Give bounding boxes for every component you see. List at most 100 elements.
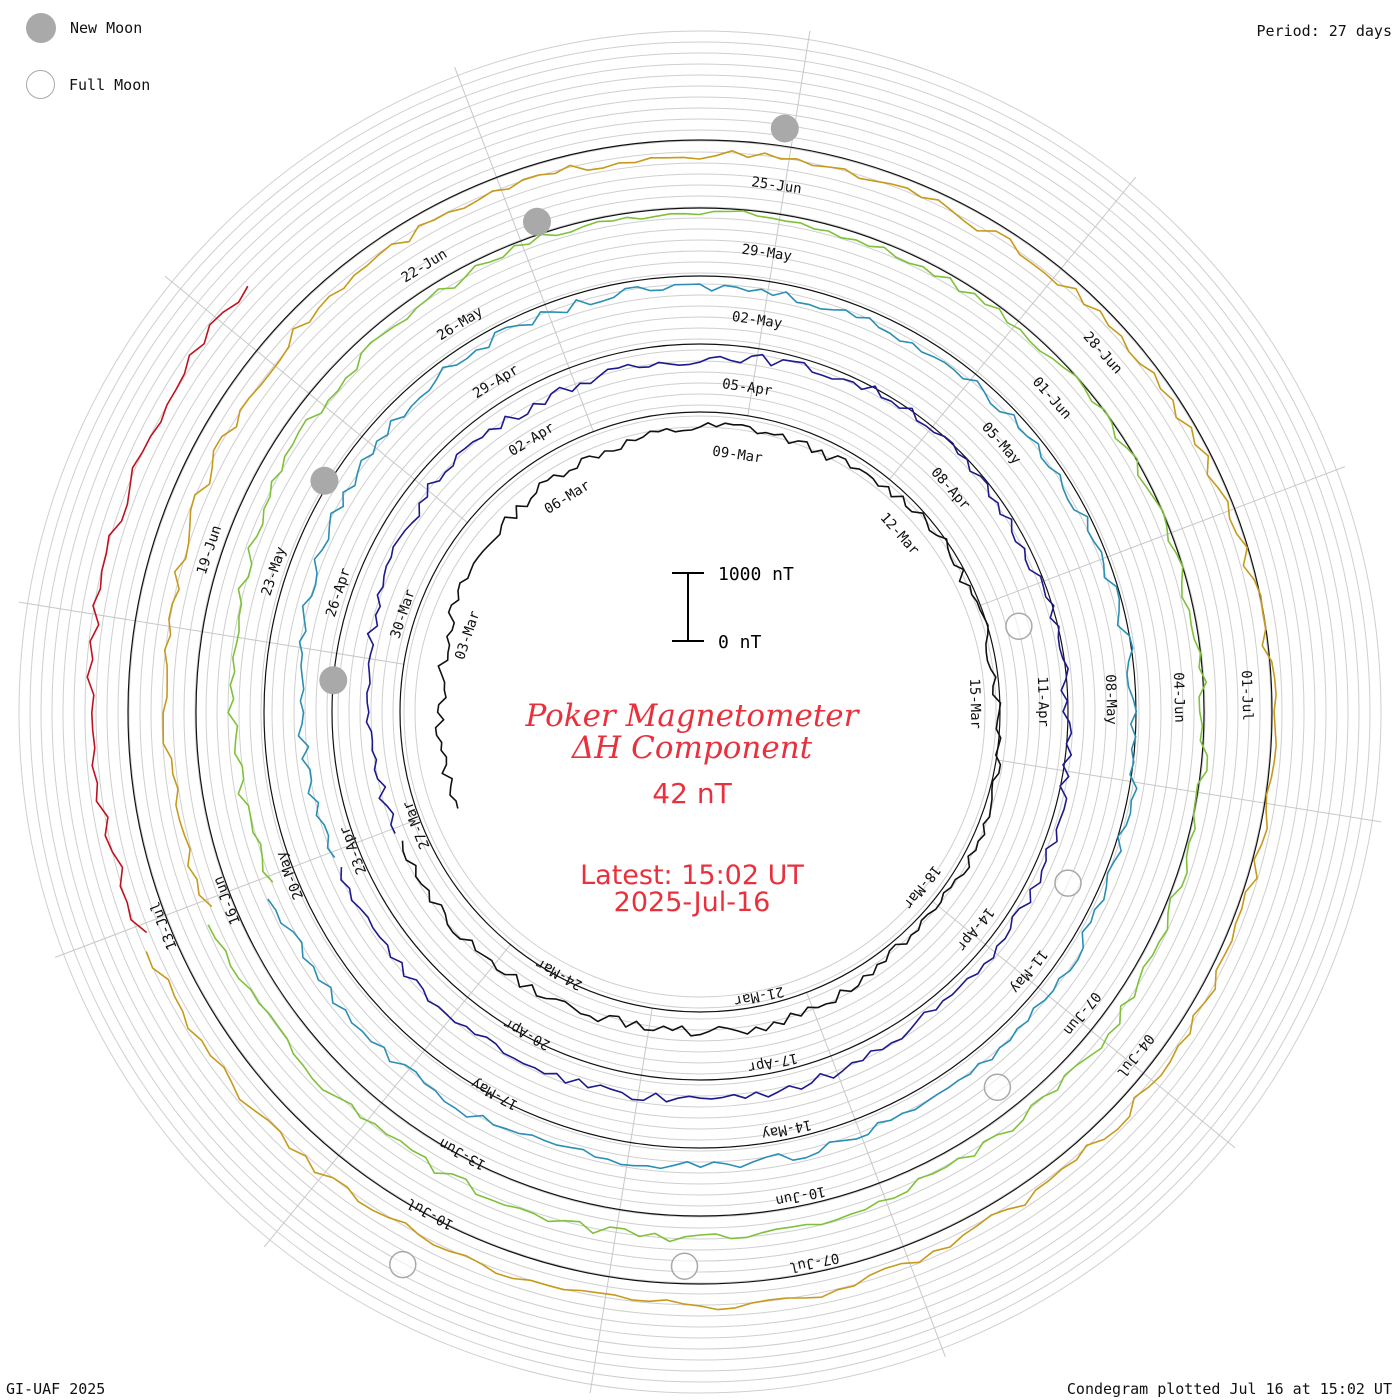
grid-ring xyxy=(348,360,1052,1064)
date-label: 17-May xyxy=(469,1075,521,1113)
grid-spoke xyxy=(54,818,420,958)
grid-ring xyxy=(370,382,1030,1042)
scale-top-label: 1000 nT xyxy=(718,564,794,585)
grid-ring xyxy=(326,338,1074,1086)
date-label: 05-Apr xyxy=(721,376,773,399)
moon-markers xyxy=(310,114,1082,1280)
grid-ring xyxy=(95,107,1305,1317)
date-label: 02-Apr xyxy=(506,420,557,460)
legend-full-moon: Full Moon xyxy=(26,70,150,99)
grid-ring xyxy=(315,327,1085,1097)
grid-spoke xyxy=(980,466,1346,606)
latest-time: Latest: 15:02 UT xyxy=(580,860,804,891)
date-label: 01-Jul xyxy=(1238,670,1255,721)
grid-ring xyxy=(139,151,1261,1273)
grid-ring xyxy=(304,316,1096,1108)
grid-spoke xyxy=(164,275,468,523)
grid-spoke xyxy=(454,66,594,432)
grid-ring xyxy=(205,217,1195,1207)
date-label: 03-Mar xyxy=(452,609,483,662)
grid-spoke xyxy=(18,601,404,665)
date-label: 05-May xyxy=(978,419,1024,467)
baseline-circle-2 xyxy=(331,343,1069,1081)
scale-bottom-label: 0 nT xyxy=(718,632,762,653)
grid-ring xyxy=(260,272,1140,1152)
grid-ring xyxy=(194,206,1206,1218)
full-moon-icon xyxy=(26,70,55,99)
grid-ring xyxy=(337,349,1063,1075)
date-label: 12-Mar xyxy=(877,510,923,558)
grid-ring xyxy=(150,162,1250,1262)
date-label: 17-Apr xyxy=(746,1049,799,1075)
full-moon-marker xyxy=(670,1252,699,1280)
grid-ring xyxy=(73,85,1327,1339)
series-line-rotation-3 xyxy=(267,283,1138,1170)
baseline-circle-5 xyxy=(127,139,1273,1285)
date-label: 15-Mar xyxy=(966,678,983,729)
new-moon-marker xyxy=(319,666,348,695)
date-label: 02-May xyxy=(731,309,783,332)
grid-spoke xyxy=(932,901,1236,1149)
grid-spoke xyxy=(747,30,811,416)
footer-plotted: Condegram plotted Jul 16 at 15:02 UT xyxy=(1066,1380,1392,1398)
grid-ring xyxy=(216,228,1184,1196)
series-line-rotation-6 xyxy=(86,285,249,934)
date-label: 26-Apr xyxy=(323,566,354,619)
date-label: 07-Jun xyxy=(1060,988,1104,1038)
grid-ring xyxy=(51,63,1349,1361)
date-label: 18-Mar xyxy=(900,862,944,912)
grid-ring xyxy=(117,129,1283,1295)
date-label: 09-Mar xyxy=(711,443,763,466)
date-label: 27-Mar xyxy=(400,798,434,851)
full-moon-marker xyxy=(1005,612,1033,640)
grid-spoke xyxy=(589,1008,653,1394)
grid-spoke xyxy=(889,176,1137,480)
date-label: 21-Mar xyxy=(733,983,786,1009)
date-label: 06-Mar xyxy=(542,478,593,518)
new-moon-marker xyxy=(523,207,551,236)
scale-bar: 1000 nT 0 nT xyxy=(672,564,794,653)
grid-ring xyxy=(18,30,1382,1394)
date-label: 20-May xyxy=(273,849,307,902)
grid-ring xyxy=(249,261,1151,1163)
grid-ring xyxy=(161,173,1239,1251)
new-moon-icon xyxy=(26,13,56,43)
grid-spoke xyxy=(996,759,1382,823)
new-moon-label: New Moon xyxy=(70,19,143,37)
series-layer xyxy=(86,150,1277,1311)
date-label: 22-Jun xyxy=(399,246,450,286)
grid-ring xyxy=(359,371,1041,1053)
full-moon-marker xyxy=(389,1250,417,1279)
date-label: 29-May xyxy=(740,242,792,265)
baseline-circle-4 xyxy=(195,207,1205,1217)
date-label: 23-May xyxy=(259,545,290,598)
grid-ring xyxy=(172,184,1228,1240)
grid-ring xyxy=(128,140,1272,1284)
date-label: 13-Jul xyxy=(147,899,181,952)
series-line-rotation-4 xyxy=(207,210,1209,1243)
series-line-rotation-2 xyxy=(340,353,1073,1103)
grid-ring xyxy=(403,415,997,1009)
new-moon-marker xyxy=(770,114,799,143)
latest-date: 2025-Jul-16 xyxy=(614,887,771,918)
grid-ring xyxy=(293,305,1107,1119)
new-moon-marker xyxy=(310,466,339,495)
full-moon-label: Full Moon xyxy=(69,75,151,94)
date-label: 08-May xyxy=(1102,674,1119,725)
date-label: 10-Jun xyxy=(774,1183,827,1209)
date-label: 04-Jun xyxy=(1170,672,1187,723)
legend-new-moon: New Moon xyxy=(26,13,142,43)
date-label: 29-Apr xyxy=(470,362,521,402)
current-value: 42 nT xyxy=(652,777,732,810)
grid-ring xyxy=(282,294,1118,1130)
date-label: 20-Apr xyxy=(501,1015,553,1053)
chart-subtitle: ΔH Component xyxy=(571,730,813,766)
grid-ring xyxy=(392,404,1008,1020)
date-label: 11-Apr xyxy=(1034,676,1051,727)
series-line-rotation-1 xyxy=(401,422,1002,1037)
grid-spoke xyxy=(806,992,946,1358)
grid-ring xyxy=(106,118,1294,1306)
date-label: 25-Jun xyxy=(750,174,802,197)
grid-ring xyxy=(381,393,1019,1031)
date-label: 26-May xyxy=(434,304,485,344)
